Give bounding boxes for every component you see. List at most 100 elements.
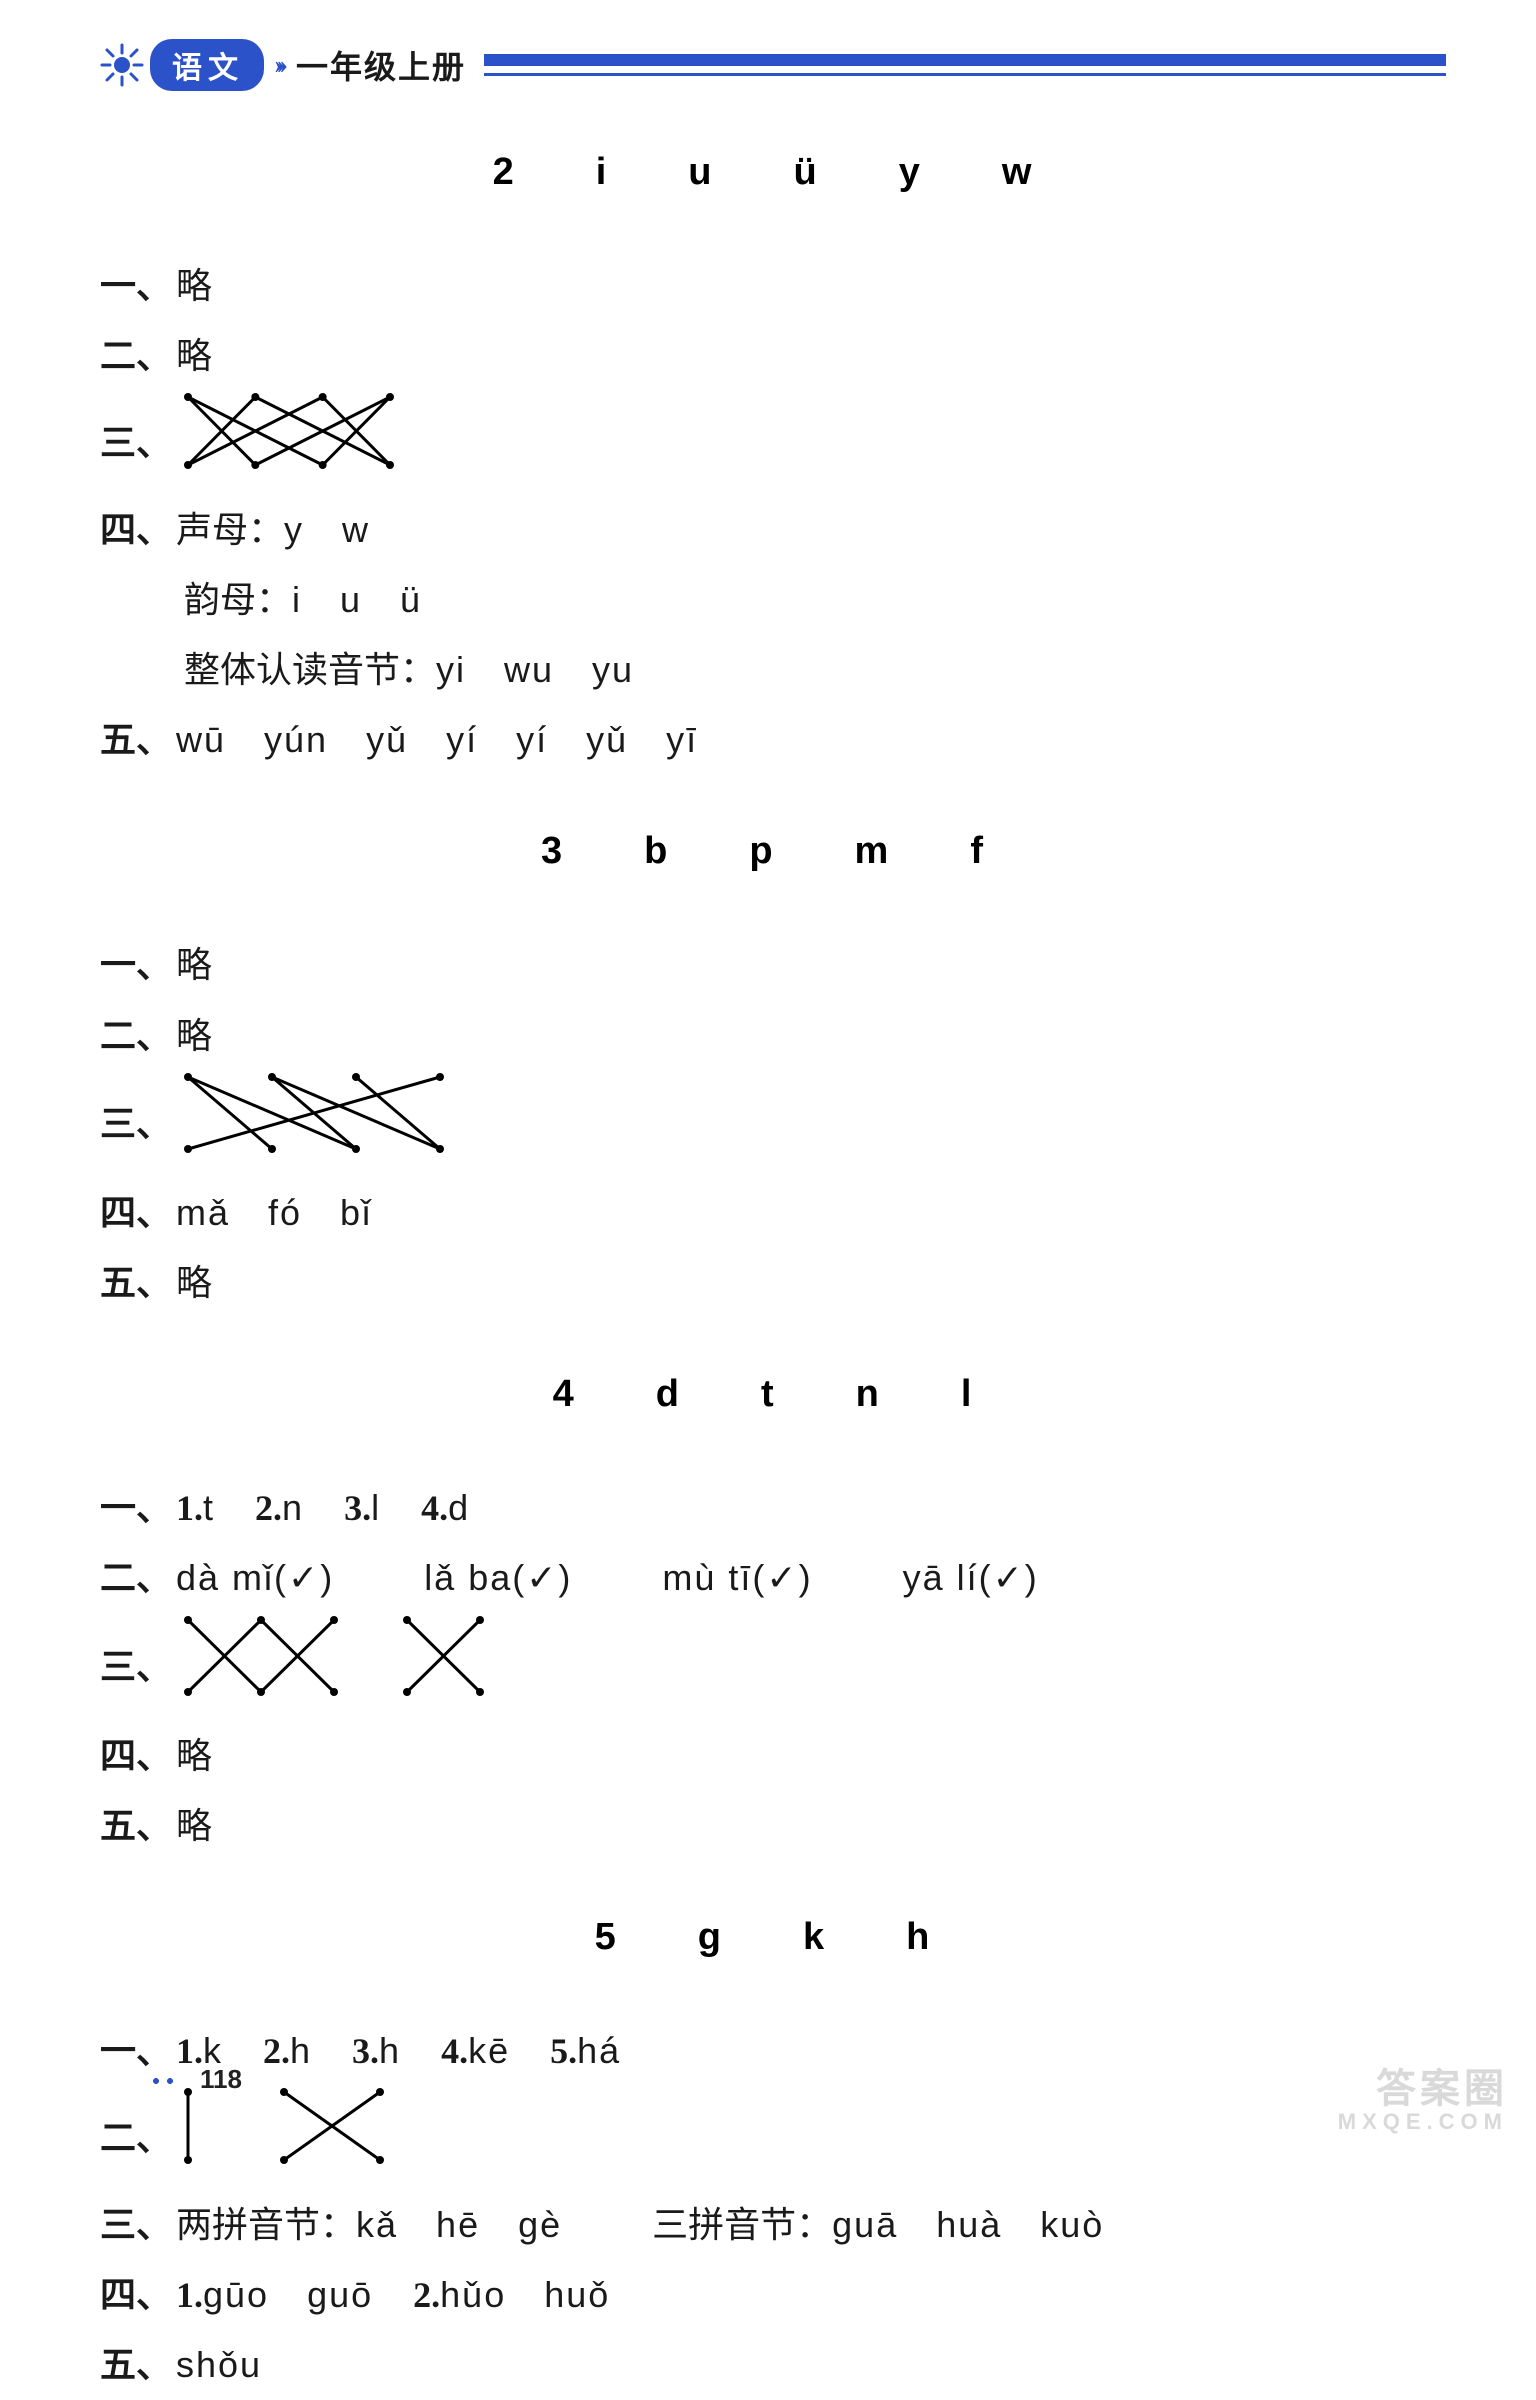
section-title: 2 i u ü y w xyxy=(100,140,1446,195)
ordinal-value: gūo guō xyxy=(203,2260,373,2330)
check-item: mù tī(✓) xyxy=(662,1543,812,1613)
watermark: 答案圈 MXQE.COM xyxy=(1338,2068,1508,2133)
matching-diagram xyxy=(176,1614,484,1721)
item-label: 一、 xyxy=(100,251,172,321)
item-label: 二、 xyxy=(100,1543,172,1613)
ordinal-value: há xyxy=(577,2016,621,2086)
answer-line: 一、1. k2. h3. h4. kē5. há xyxy=(100,2016,1446,2086)
item-pinyin: wū yún yǔ yí yí yǔ yī xyxy=(176,705,698,775)
header-rule xyxy=(484,54,1446,76)
rich-span: 三拼音节： xyxy=(652,2190,832,2260)
item-label: 一、 xyxy=(100,1473,172,1543)
section-title: 3 b p m f xyxy=(100,819,1446,874)
answer-line: 一、略 xyxy=(100,251,1446,321)
item-label: 三、 xyxy=(100,2190,172,2260)
answer-line: 一、1. t2. n3. l4. d xyxy=(100,1473,1446,1543)
item-label: 五、 xyxy=(100,1791,172,1861)
page-number: 118 xyxy=(150,2064,242,2095)
section-title: 5 g k h xyxy=(100,1905,1446,1960)
ordinal-value: d xyxy=(448,1473,470,1543)
item-label: 四、 xyxy=(100,1178,172,1248)
answer-subline: 整体认读音节：yi wu yu xyxy=(184,635,1446,705)
ordinal: 1. xyxy=(176,2260,203,2330)
check-item: dà mǐ(✓) xyxy=(176,1543,334,1613)
item-label: 三、 xyxy=(100,1089,172,1159)
item-label: 五、 xyxy=(100,705,172,775)
page-header: 语文 ››› 一年级上册 xyxy=(100,40,1446,90)
answer-line: 三、 xyxy=(100,1071,1446,1178)
item-text: 略 xyxy=(176,1791,212,1861)
answer-line: 二、 xyxy=(100,2086,1446,2189)
ordinal-value: hǔo huǒ xyxy=(440,2260,610,2330)
answer-line: 四、1. gūo guō 2. hǔo huǒ xyxy=(100,2260,1446,2330)
answer-line: 四、声母：y w xyxy=(100,495,1446,565)
ordinal-value: h xyxy=(290,2016,312,2086)
watermark-line1: 答案圈 xyxy=(1376,2067,1508,2111)
rich-span: 声母： xyxy=(176,495,284,565)
item-label: 五、 xyxy=(100,1248,172,1318)
answer-line: 四、mǎ fó bǐ xyxy=(100,1178,1446,1248)
content-area: 2 i u ü y w一、略二、略三、四、声母：y w韵母：i u ü整体认读音… xyxy=(100,140,1446,2400)
matching-diagram xyxy=(176,391,394,494)
item-label: 四、 xyxy=(100,1721,172,1791)
answer-line: 二、dà mǐ(✓) lǎ ba(✓) mù tī(✓) yā lí(✓) xyxy=(100,1543,1446,1613)
item-label: 二、 xyxy=(100,2103,172,2173)
ordinal: 2. xyxy=(263,2016,290,2086)
ordinal: 2. xyxy=(255,1473,282,1543)
ordinal-value: kē xyxy=(468,2016,510,2086)
answer-line: 五、wū yún yǔ yí yí yǔ yī xyxy=(100,705,1446,775)
sun-icon xyxy=(100,43,144,87)
item-label: 二、 xyxy=(100,321,172,391)
item-text: 略 xyxy=(176,321,212,391)
check-item: lǎ ba(✓) xyxy=(424,1543,572,1613)
answer-line: 三、 xyxy=(100,1614,1446,1721)
section-title: 4 d t n l xyxy=(100,1362,1446,1417)
rich-span: 整体认读音节： xyxy=(184,635,436,705)
item-label: 一、 xyxy=(100,930,172,1000)
item-text: 略 xyxy=(176,1001,212,1071)
rich-span: y w xyxy=(284,495,370,565)
ordinal-value: h xyxy=(379,2016,401,2086)
rich-span: 韵母： xyxy=(184,565,292,635)
ordinal: 3. xyxy=(352,2016,379,2086)
item-text: 略 xyxy=(176,1721,212,1791)
rich-span: kǎ hē gè xyxy=(356,2190,562,2260)
rich-span: 两拼音节： xyxy=(176,2190,356,2260)
ordinal-value: t xyxy=(203,1473,215,1543)
item-label: 二、 xyxy=(100,1001,172,1071)
answer-line: 三、 xyxy=(100,391,1446,494)
ordinal: 4. xyxy=(421,1473,448,1543)
grade-label: 一年级上册 xyxy=(296,42,466,88)
item-label: 三、 xyxy=(100,1632,172,1702)
ordinal-value: n xyxy=(282,1473,304,1543)
item-pinyin: mǎ fó bǐ xyxy=(176,1178,372,1248)
ordinal: 4. xyxy=(441,2016,468,2086)
answer-line: 二、略 xyxy=(100,1001,1446,1071)
item-label: 四、 xyxy=(100,2260,172,2330)
answer-line: 四、略 xyxy=(100,1721,1446,1791)
item-text: 略 xyxy=(176,1248,212,1318)
ordinal-value: l xyxy=(371,1473,381,1543)
item-label: 五、 xyxy=(100,2330,172,2400)
matching-diagram xyxy=(176,1071,444,1178)
answer-line: 一、略 xyxy=(100,930,1446,1000)
rich-span: guā huà kuò xyxy=(832,2190,1104,2260)
ordinal: 2. xyxy=(413,2260,440,2330)
answer-line: 五、略 xyxy=(100,1791,1446,1861)
rich-span: i u ü xyxy=(292,565,422,635)
ordinal: 5. xyxy=(550,2016,577,2086)
answer-line: 三、两拼音节：kǎ hē gè 三拼音节：guā huà kuò xyxy=(100,2190,1446,2260)
chevron-icon: ››› xyxy=(274,50,282,80)
watermark-line2: MXQE.COM xyxy=(1338,2110,1508,2133)
item-text: 略 xyxy=(176,930,212,1000)
answer-line: 五、略 xyxy=(100,1248,1446,1318)
subject-pill: 语文 xyxy=(150,39,264,91)
answer-line: 五、shǒu xyxy=(100,2330,1446,2400)
item-text: 略 xyxy=(176,251,212,321)
rich-span: yi wu yu xyxy=(436,635,634,705)
answer-line: 二、略 xyxy=(100,321,1446,391)
ordinal: 3. xyxy=(344,1473,371,1543)
check-item: yā lí(✓) xyxy=(903,1543,1039,1613)
item-label: 四、 xyxy=(100,495,172,565)
item-pinyin: shǒu xyxy=(176,2330,262,2400)
